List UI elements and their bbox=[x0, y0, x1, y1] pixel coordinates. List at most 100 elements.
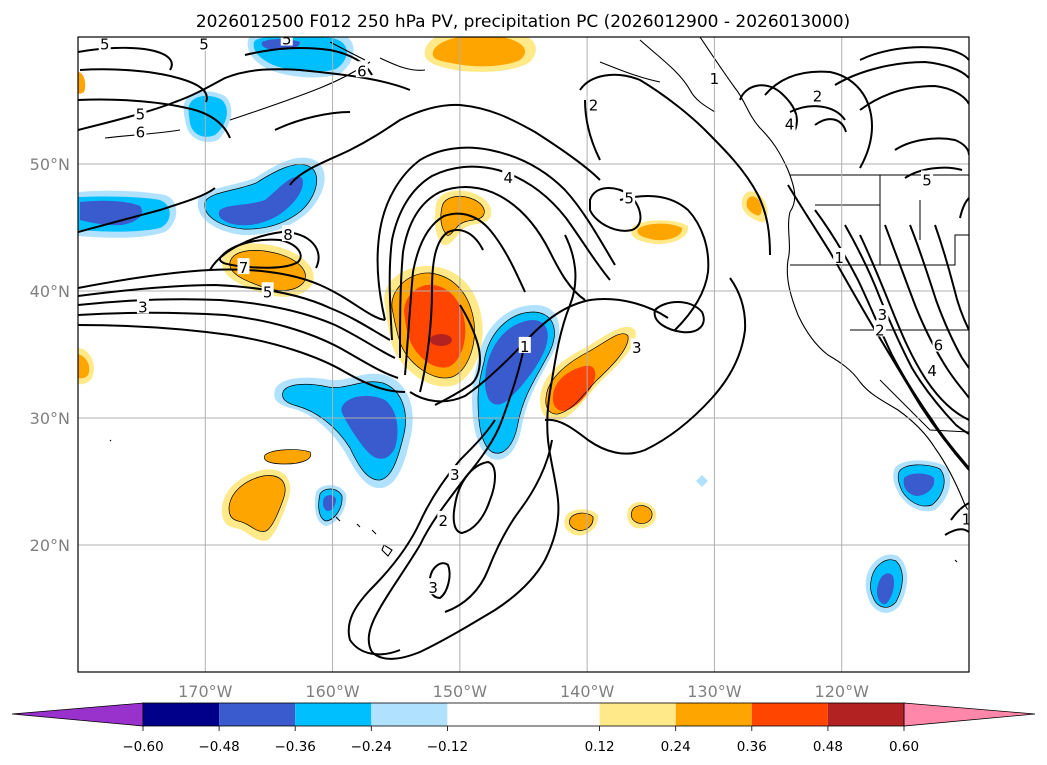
contour-label: 1 bbox=[520, 338, 530, 356]
precip-outline-contours bbox=[204, 164, 945, 608]
contour-label-background bbox=[437, 510, 450, 527]
contour-label: 4 bbox=[927, 362, 937, 380]
contour-label: 6 bbox=[357, 62, 367, 80]
contour-label: 5 bbox=[922, 172, 932, 190]
contour-label: 5 bbox=[199, 36, 209, 54]
colorbar: −0.60 −0.48 −0.36 −0.24 −0.12 0.12 0.24 … bbox=[11, 702, 1036, 755]
contour-label-background bbox=[811, 86, 824, 103]
x-tick-label: 150°W bbox=[433, 682, 488, 701]
contour-label: 3 bbox=[428, 579, 438, 597]
colorbar-extend-low bbox=[11, 702, 144, 727]
contour-label: 8 bbox=[283, 226, 293, 244]
contour-label-background bbox=[282, 225, 295, 242]
precip-region bbox=[430, 334, 452, 346]
y-axis: 20°N 30°N 40°N 50°N bbox=[30, 155, 70, 555]
colorbar-segment bbox=[295, 703, 372, 726]
colorbar-tick-label: 0.12 bbox=[585, 739, 615, 755]
contour-label-background bbox=[134, 104, 147, 121]
contour-label-background bbox=[630, 338, 643, 355]
colorbar-segment bbox=[751, 703, 828, 726]
colorbar-segment bbox=[219, 703, 296, 726]
contour-label: 3 bbox=[878, 306, 888, 324]
contour-label-background bbox=[920, 170, 933, 187]
precip-region bbox=[440, 196, 485, 236]
contour-label-background bbox=[448, 465, 461, 482]
x-tick-label: 130°W bbox=[687, 682, 742, 701]
y-tick-label: 20°N bbox=[30, 536, 70, 555]
contour-label-background bbox=[783, 114, 796, 131]
contour-label-background bbox=[427, 578, 440, 595]
colorbar-segment bbox=[447, 703, 600, 726]
contour-label: 2 bbox=[439, 512, 449, 530]
colorbar-tick-label: −0.12 bbox=[427, 739, 468, 755]
contour-label: 1 bbox=[962, 511, 972, 529]
precip-region bbox=[485, 320, 548, 405]
contour-label: 3 bbox=[632, 339, 642, 357]
contour-label-background bbox=[518, 336, 531, 353]
contour-label-background bbox=[237, 258, 250, 275]
contour-label-background bbox=[280, 37, 293, 46]
precip-region bbox=[404, 284, 466, 368]
colorbar-tick-label: −0.48 bbox=[198, 739, 239, 755]
y-tick-label: 40°N bbox=[30, 282, 70, 301]
contour-label-background bbox=[198, 37, 211, 51]
precip-region bbox=[78, 72, 86, 94]
x-tick-label: 160°W bbox=[305, 682, 360, 701]
contour-label: 5 bbox=[282, 31, 292, 49]
contour-label: 2 bbox=[589, 97, 599, 115]
contour-label-background bbox=[502, 167, 515, 184]
precip-region bbox=[432, 37, 525, 67]
x-tick-label: 170°W bbox=[178, 682, 233, 701]
colorbar-tick-label: −0.60 bbox=[122, 739, 163, 755]
contour-label-background bbox=[98, 37, 111, 51]
precip-region bbox=[341, 395, 398, 459]
precip-region bbox=[188, 95, 227, 137]
contour-label-background bbox=[960, 509, 969, 526]
islands bbox=[109, 439, 958, 563]
contour-label-background bbox=[708, 68, 721, 85]
contour-label-background bbox=[833, 247, 846, 264]
contour-label: 6 bbox=[136, 123, 146, 141]
contour-label-background bbox=[587, 95, 600, 112]
contour-label: 5 bbox=[100, 36, 110, 54]
contour-label-background bbox=[136, 297, 149, 314]
colorbar-tick-label: −0.24 bbox=[351, 739, 392, 755]
x-axis: 170°W 160°W 150°W 140°W 130°W 120°W bbox=[178, 682, 869, 701]
precip-region bbox=[877, 573, 895, 605]
colorbar-tick-label: 0.36 bbox=[737, 739, 767, 755]
contour-label: 1 bbox=[834, 249, 844, 267]
precip-region bbox=[78, 354, 90, 379]
colorbar-tick-label: −0.36 bbox=[275, 739, 316, 755]
contour-label: 2 bbox=[875, 321, 885, 339]
y-tick-label: 30°N bbox=[30, 409, 70, 428]
map-frame bbox=[77, 36, 970, 673]
contour-label-background bbox=[926, 361, 939, 378]
precip-region bbox=[552, 365, 596, 411]
precip-region bbox=[746, 196, 762, 216]
contour-label-background bbox=[873, 320, 886, 337]
contour-label: 4 bbox=[785, 116, 795, 134]
contour-label: 1 bbox=[710, 70, 720, 88]
precip-region bbox=[229, 475, 286, 532]
precip-region bbox=[696, 475, 708, 487]
colorbar-segment bbox=[371, 703, 448, 726]
precip-region bbox=[218, 176, 303, 226]
x-tick-label: 140°W bbox=[560, 682, 615, 701]
contour-label: 7 bbox=[239, 259, 249, 277]
contour-label-background bbox=[623, 188, 636, 205]
contour-label-background bbox=[134, 122, 147, 139]
precip-region bbox=[631, 505, 653, 524]
colorbar-segment bbox=[599, 703, 676, 726]
colorbar-tick-label: 0.48 bbox=[813, 739, 843, 755]
contour-label-background bbox=[932, 335, 945, 352]
contour-label-background bbox=[261, 282, 274, 299]
colorbar-tick-label: 0.24 bbox=[661, 739, 691, 755]
y-tick-label: 50°N bbox=[30, 155, 70, 174]
contour-label-background bbox=[355, 61, 368, 78]
colorbar-segment bbox=[143, 703, 220, 726]
contour-label: 3 bbox=[450, 466, 460, 484]
precip-region bbox=[264, 449, 311, 464]
colorbar-frame bbox=[142, 702, 905, 727]
